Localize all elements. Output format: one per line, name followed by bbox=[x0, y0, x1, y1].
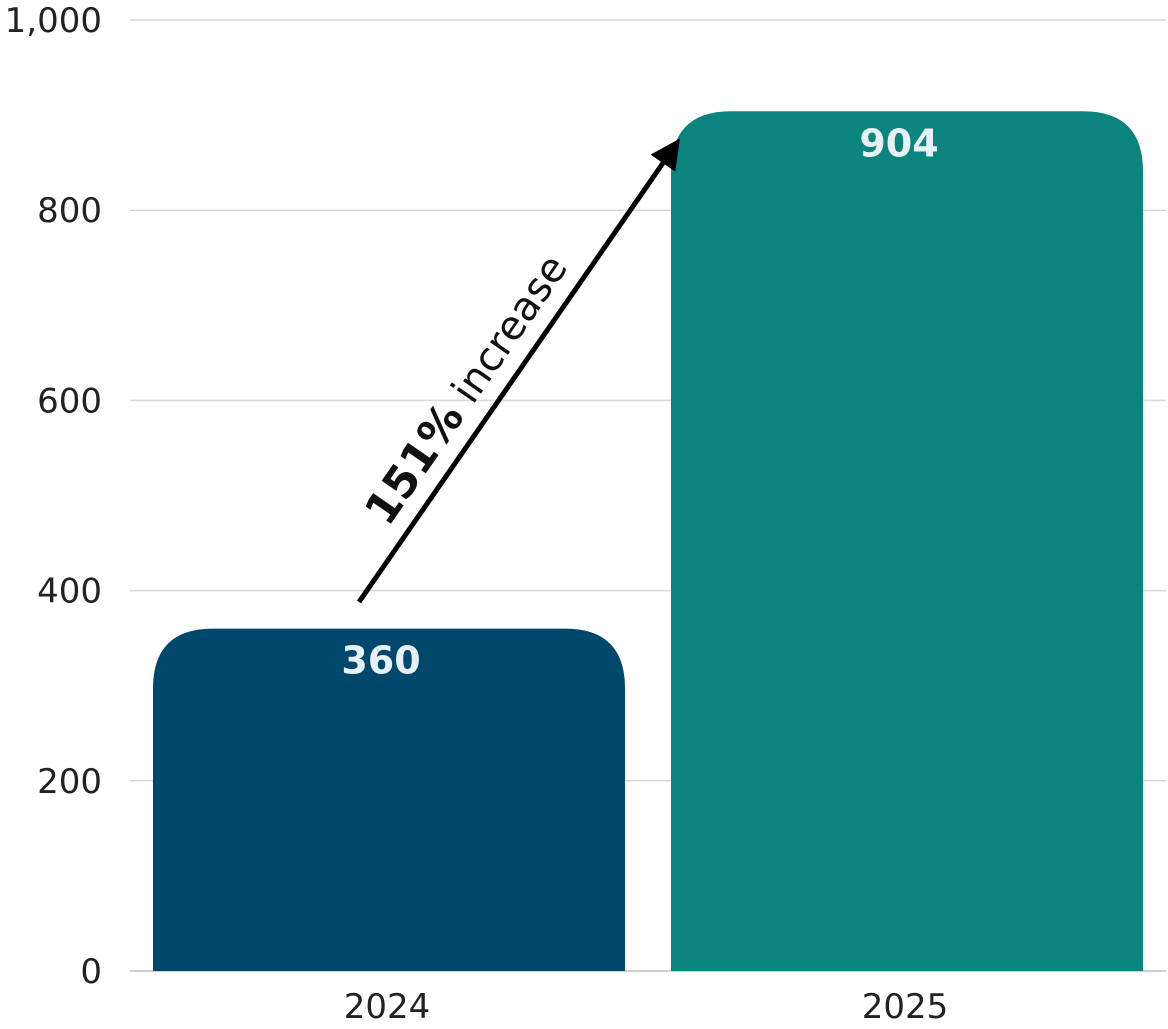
y-tick-label: 200 bbox=[37, 762, 102, 802]
x-tick-label: 2025 bbox=[862, 987, 949, 1024]
y-axis-tick-labels: 0 200 400 600 800 1,000 bbox=[5, 1, 102, 992]
y-tick-label: 800 bbox=[37, 191, 102, 231]
y-tick-label: 400 bbox=[37, 572, 102, 612]
bar-2024 bbox=[153, 628, 625, 971]
bar-value-label: 360 bbox=[341, 639, 420, 683]
x-axis-tick-labels: 2024 2025 bbox=[344, 987, 949, 1027]
bars bbox=[153, 111, 1143, 971]
increase-annotation: 151% increase bbox=[355, 138, 680, 604]
bar-data-labels: 360 904 bbox=[341, 121, 938, 682]
y-tick-label: 600 bbox=[37, 381, 102, 421]
increase-word: increase bbox=[436, 247, 577, 422]
increase-annotation-text: 151% increase bbox=[355, 244, 578, 534]
bar-2025 bbox=[671, 111, 1143, 971]
x-tick-label: 2024 bbox=[344, 987, 431, 1024]
increase-arrow bbox=[356, 138, 680, 604]
y-tick-label: 1,000 bbox=[5, 1, 102, 41]
y-tick-label: 0 bbox=[80, 952, 102, 992]
bar-value-label: 904 bbox=[859, 121, 938, 165]
